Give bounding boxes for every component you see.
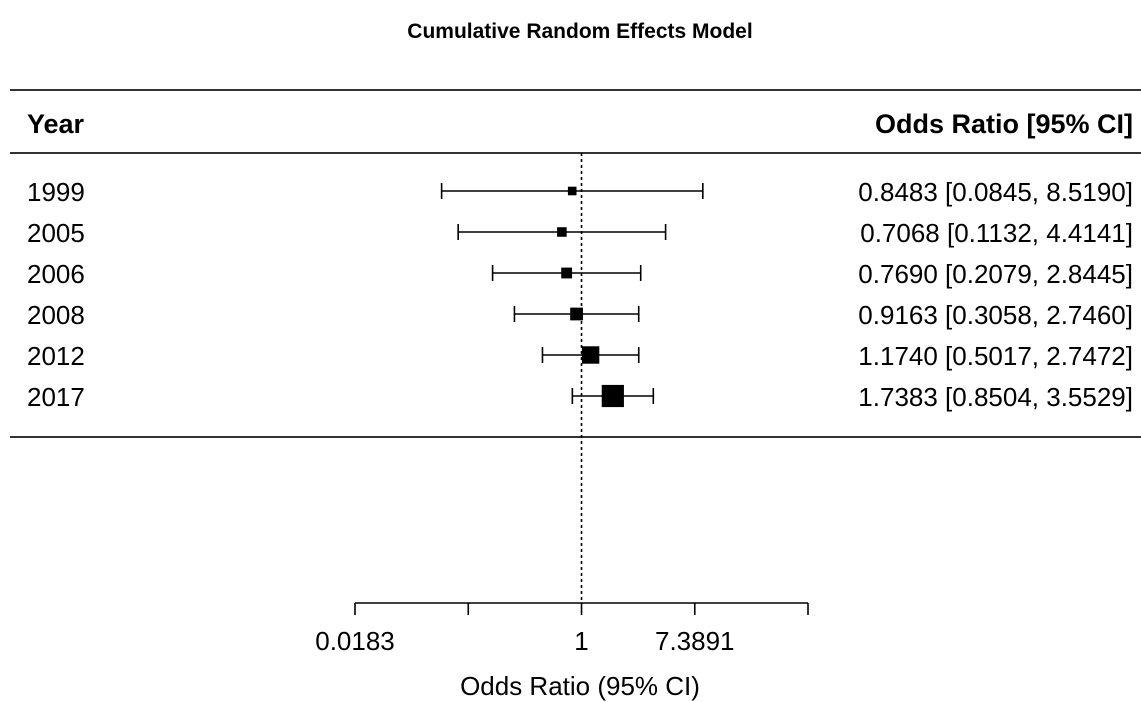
row-year-label: 2017	[27, 382, 85, 412]
x-tick-label: 7.3891	[655, 626, 735, 656]
row-year-label: 2006	[27, 259, 85, 289]
study-row-2012: 2012 1.1740 [0.5017, 2.7472]	[27, 341, 1133, 371]
chart-title: Cumulative Random Effects Model	[407, 20, 752, 43]
row-odds-ratio-text: 0.7690 [0.2079, 2.8445]	[858, 259, 1133, 289]
x-tick-label: 0.0183	[315, 626, 395, 656]
row-year-label: 1999	[27, 177, 85, 207]
study-row-2008: 2008 0.9163 [0.3058, 2.7460]	[27, 300, 1133, 330]
row-odds-ratio-text: 1.7383 [0.8504, 3.5529]	[858, 382, 1133, 412]
row-odds-ratio-text: 0.9163 [0.3058, 2.7460]	[858, 300, 1133, 330]
estimate-square	[582, 346, 599, 363]
header-year: Year	[27, 109, 85, 139]
row-odds-ratio-text: 1.1740 [0.5017, 2.7472]	[858, 341, 1133, 371]
row-year-label: 2008	[27, 300, 85, 330]
study-row-2017: 2017 1.7383 [0.8504, 3.5529]	[27, 382, 1133, 412]
estimate-square	[568, 187, 577, 196]
row-odds-ratio-text: 0.8483 [0.0845, 8.5190]	[858, 177, 1133, 207]
study-row-1999: 1999 0.8483 [0.0845, 8.5190]	[27, 177, 1133, 207]
estimate-square	[557, 227, 567, 237]
estimate-square	[602, 385, 624, 407]
header-odds-ratio: Odds Ratio [95% CI]	[875, 109, 1133, 139]
row-odds-ratio-text: 0.7068 [0.1132, 4.4141]	[860, 218, 1133, 248]
x-axis-label: Odds Ratio (95% CI)	[460, 671, 700, 701]
study-row-2006: 2006 0.7690 [0.2079, 2.8445]	[27, 259, 1133, 289]
study-row-2005: 2005 0.7068 [0.1132, 4.4141]	[27, 218, 1133, 248]
estimate-square	[561, 268, 572, 279]
x-tick-label: 1	[574, 626, 588, 656]
x-axis: 0.0183 1 7.3891	[315, 603, 808, 656]
row-year-label: 2005	[27, 218, 85, 248]
row-year-label: 2012	[27, 341, 85, 371]
study-rows: 1999 0.8483 [0.0845, 8.5190] 2005 0.7068 [0…	[27, 177, 1133, 412]
